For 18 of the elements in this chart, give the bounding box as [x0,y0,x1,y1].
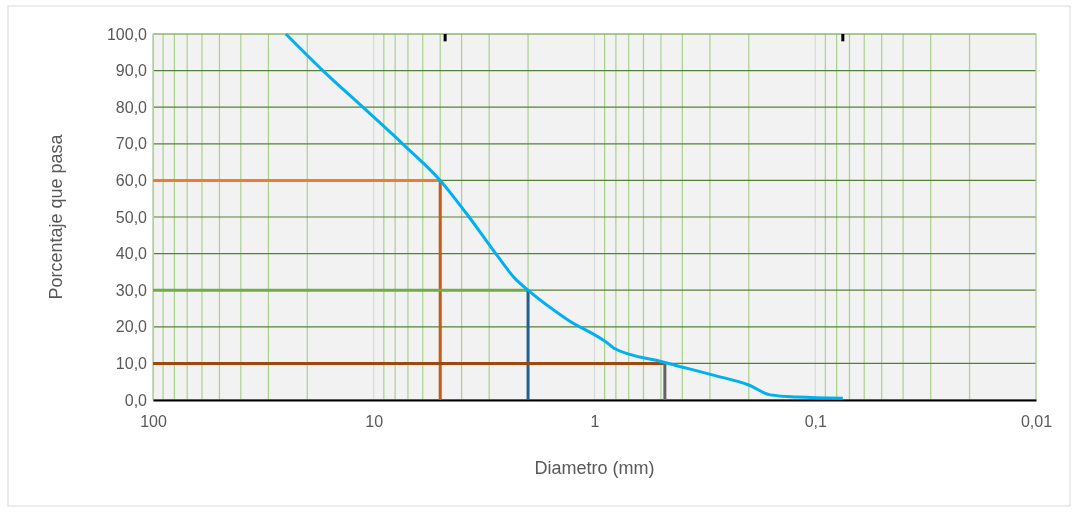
x-tick-label: 0,01 [1020,413,1053,431]
y-tick-label: 100,0 [106,25,148,43]
x-tick-label: 0,1 [804,413,827,431]
x-tick-label: 100 [140,413,167,431]
y-tick-label: 60,0 [115,172,148,190]
x-tick-label: 10 [365,413,384,431]
y-tick-label: 40,0 [115,245,148,263]
y-tick-label: 70,0 [115,135,148,153]
x-tick-label: 1 [590,413,600,431]
y-tick-label: 30,0 [115,281,148,299]
y-tick-label: 90,0 [115,62,148,80]
x-axis-title: Diametro (mm) [534,458,655,478]
y-tick-label: 80,0 [115,98,148,116]
y-tick-label: 20,0 [115,318,148,336]
y-axis-title: Porcentaje que pasa [46,133,66,300]
y-tick-label: 10,0 [115,355,148,373]
y-tick-label: 0,0 [124,391,148,409]
y-tick-label: 50,0 [115,208,148,226]
